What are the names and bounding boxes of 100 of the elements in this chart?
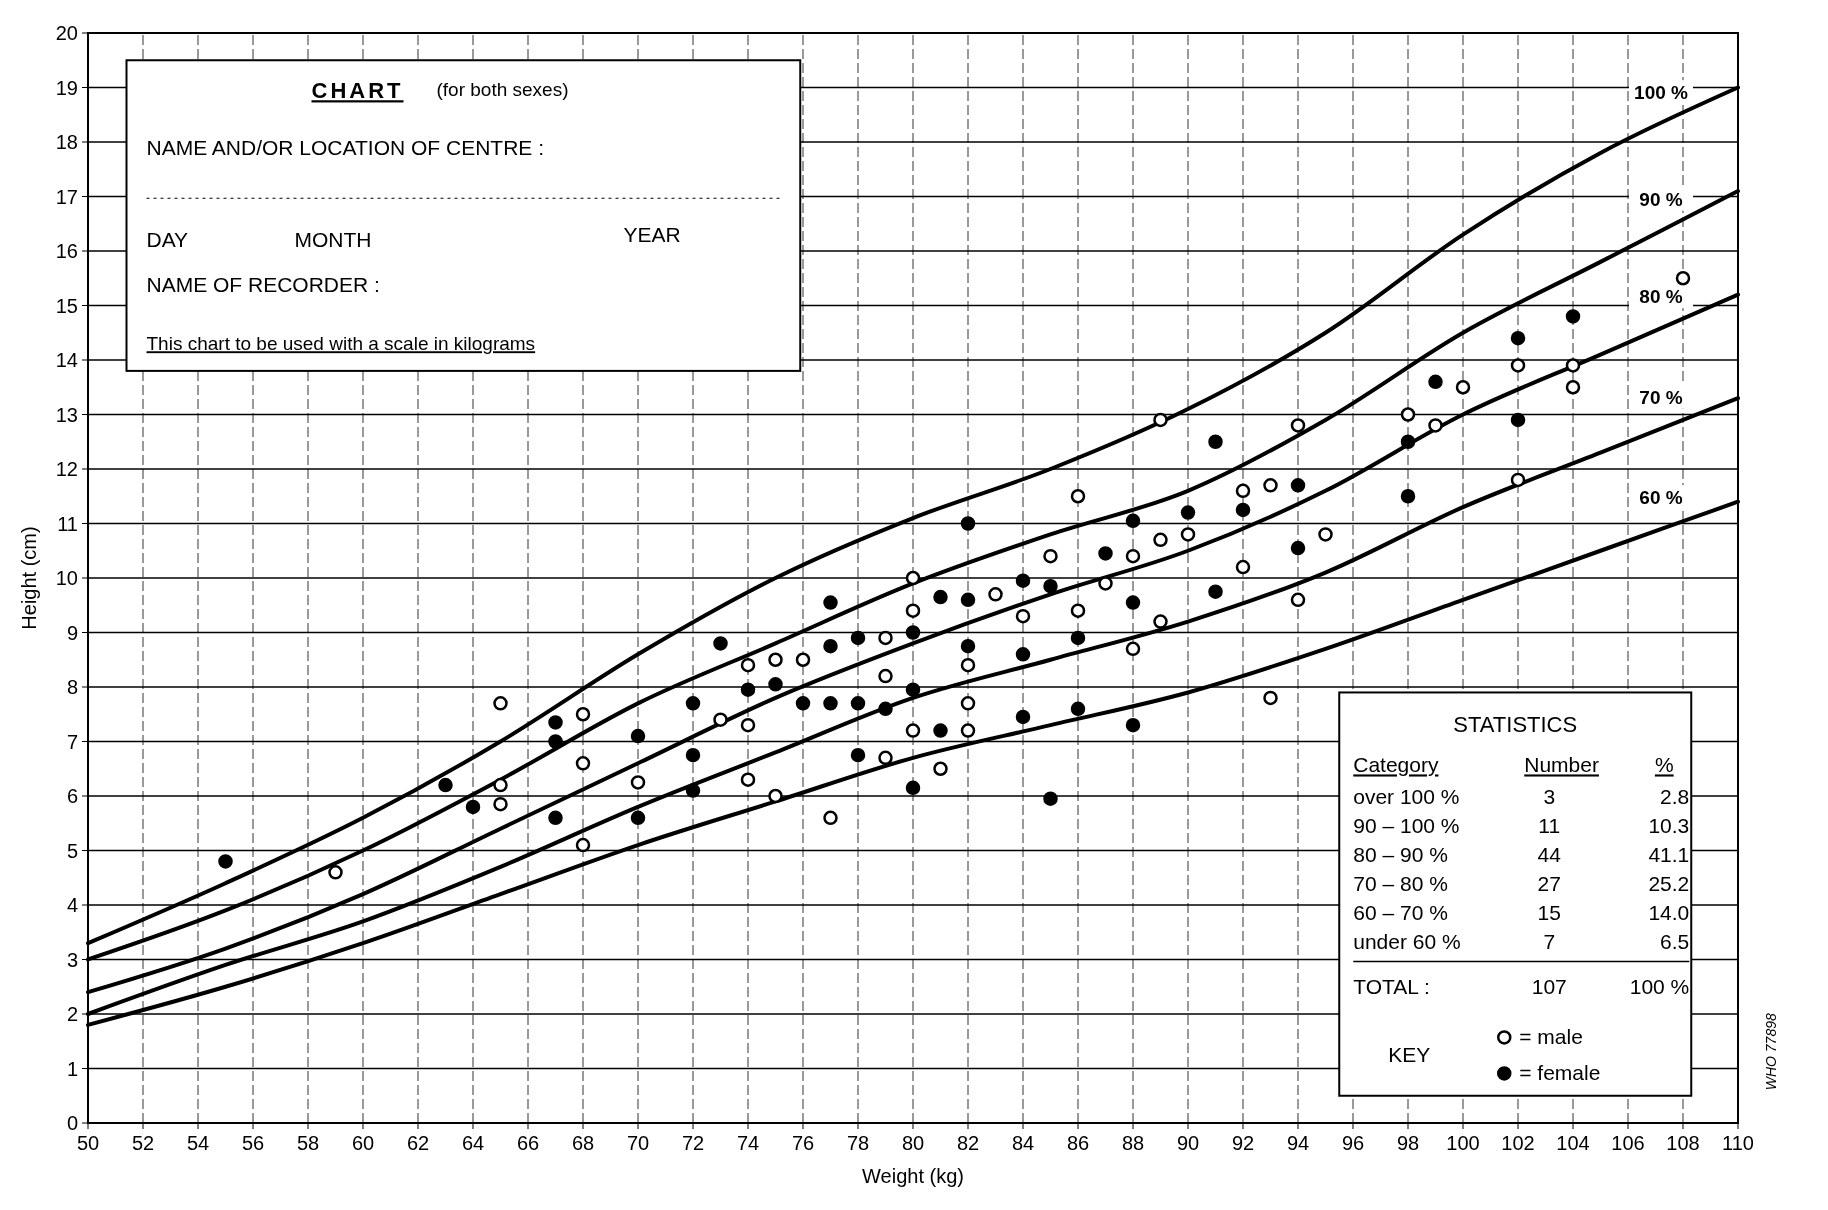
point	[1070, 630, 1086, 646]
annotation: %	[1654, 753, 1674, 777]
y-tick-label: 20	[55, 22, 78, 44]
y-tick-label: 10	[55, 567, 78, 589]
x-axis-title: Weight (kg)	[862, 1165, 964, 1187]
point	[1125, 641, 1141, 657]
x-tick-label: 84	[1011, 1132, 1035, 1154]
annotation: 60 – 70 %	[1353, 901, 1448, 925]
point	[1510, 412, 1526, 428]
point	[1208, 584, 1223, 599]
y-tick-label: 18	[55, 131, 78, 153]
x-tick-label: 94	[1286, 1132, 1310, 1154]
y-tick-label: 7	[66, 730, 78, 753]
point	[795, 696, 811, 711]
x-tick-label: 76	[791, 1132, 815, 1154]
annotation: 14.0	[1648, 901, 1690, 925]
point	[960, 638, 976, 654]
annotation: 27	[1537, 872, 1561, 896]
annotation: CHART	[311, 78, 404, 104]
x-tick-label: 100	[1446, 1132, 1480, 1154]
x-tick-label: 98	[1396, 1132, 1420, 1154]
x-tick-label: 102	[1501, 1132, 1535, 1154]
point	[1235, 502, 1251, 518]
point	[1400, 489, 1416, 504]
point	[933, 723, 948, 738]
point	[740, 657, 756, 673]
point	[548, 810, 563, 826]
point	[905, 723, 921, 738]
point	[933, 589, 948, 605]
point	[1043, 578, 1058, 594]
point	[1015, 573, 1031, 588]
annotation: STATISTICS	[1453, 712, 1578, 738]
point	[465, 799, 481, 815]
annotation: 7	[1543, 930, 1556, 954]
point	[575, 707, 591, 722]
annotation: over 100 %	[1353, 785, 1460, 809]
x-tick-label: 96	[1341, 1132, 1365, 1154]
annotation: NAME OF RECORDER :	[146, 273, 380, 297]
y-tick-label: 15	[55, 294, 78, 317]
point	[1153, 614, 1168, 629]
point	[1153, 412, 1168, 428]
point	[1510, 472, 1526, 488]
x-tick-label: 88	[1121, 1132, 1145, 1154]
x-tick-label: 82	[956, 1132, 980, 1154]
series-label: 100 %	[1634, 82, 1689, 104]
point	[1098, 546, 1113, 561]
point	[1263, 478, 1278, 493]
x-tick-label: 74	[736, 1132, 760, 1154]
point	[878, 668, 893, 684]
annotation: 41.1	[1648, 843, 1690, 867]
x-tick-label: 86	[1066, 1132, 1090, 1154]
point	[218, 854, 233, 869]
point	[823, 638, 838, 654]
annotation: 107	[1531, 975, 1567, 999]
point	[905, 682, 921, 697]
annotation: 25.2	[1648, 872, 1690, 896]
point	[1318, 527, 1333, 542]
annotation: 80 – 90 %	[1353, 843, 1448, 867]
point	[1015, 647, 1031, 662]
x-tick-label: 54	[186, 1132, 210, 1154]
point	[1235, 483, 1251, 499]
x-tick-label: 50	[76, 1132, 100, 1154]
point	[575, 837, 591, 853]
point	[1565, 358, 1581, 373]
x-tick-label: 62	[406, 1132, 430, 1154]
y-tick-label: 2	[66, 1003, 78, 1025]
point	[1125, 595, 1141, 610]
point	[1675, 271, 1691, 286]
x-tick-label: 68	[571, 1132, 595, 1154]
point	[1180, 527, 1196, 542]
y-tick-label: 12	[55, 458, 78, 480]
x-tick-label: 58	[296, 1132, 320, 1154]
series-label: 90 %	[1639, 188, 1683, 210]
point	[850, 696, 866, 711]
point	[850, 747, 866, 763]
annotation: 6.5	[1660, 930, 1690, 954]
annotation: KEY	[1388, 1043, 1431, 1067]
point	[988, 587, 1003, 602]
point	[740, 717, 756, 733]
point	[768, 677, 783, 692]
point	[1043, 548, 1058, 564]
x-tick-label: 72	[681, 1132, 705, 1154]
y-axis-title: Height (cm)	[18, 526, 40, 630]
point	[630, 810, 646, 826]
point	[823, 810, 838, 826]
annotation: 10.3	[1648, 814, 1690, 838]
annotation: Number	[1524, 753, 1599, 777]
point	[1070, 489, 1086, 504]
text: WHO 77898	[1763, 1013, 1779, 1091]
series-label: 80 %	[1639, 286, 1683, 308]
point	[878, 701, 893, 717]
point	[630, 775, 646, 790]
point	[878, 750, 893, 766]
point	[905, 780, 921, 796]
point	[493, 777, 508, 793]
x-tick-label: 108	[1666, 1132, 1700, 1154]
point	[713, 712, 728, 727]
y-tick-label: 4	[66, 894, 78, 916]
y-tick-label: 19	[55, 76, 78, 99]
point	[768, 788, 783, 804]
